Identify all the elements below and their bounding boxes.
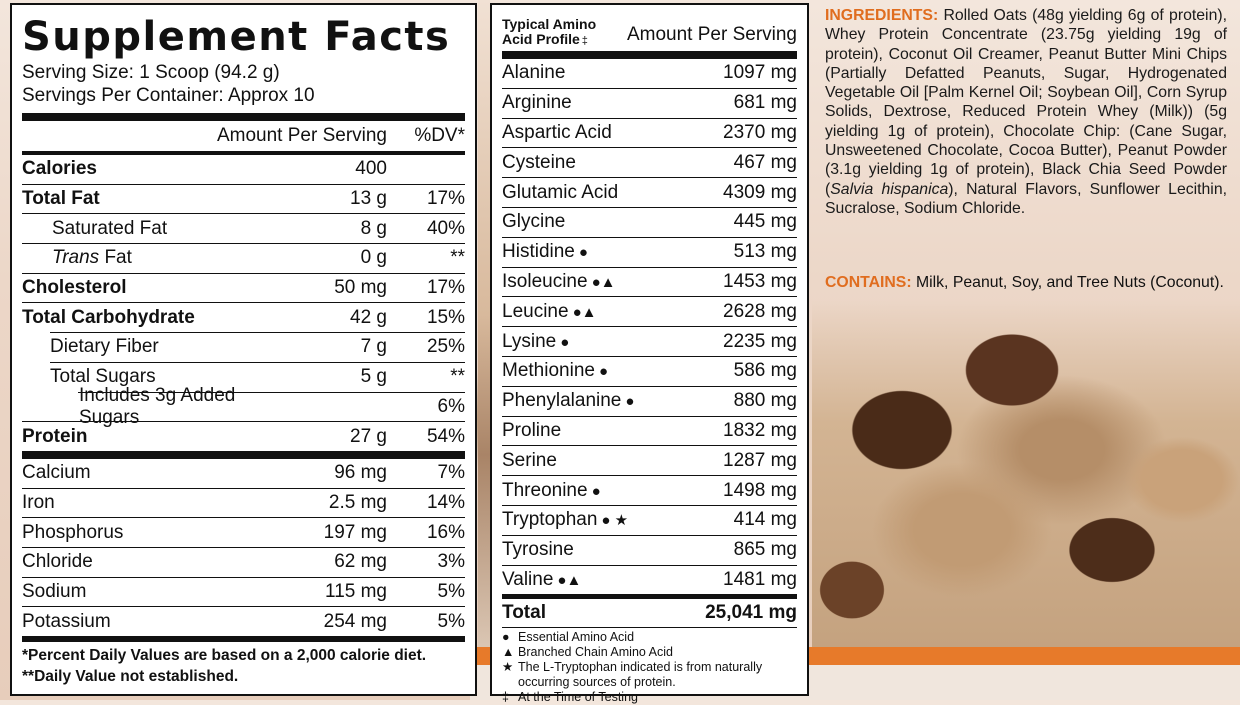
supplement-facts-panel: Supplement Facts Serving Size: 1 Scoop (… bbox=[10, 3, 477, 696]
table-row: Phosphorus 197 mg 16% bbox=[22, 521, 465, 543]
amino-row: Arginine 681 mg bbox=[502, 92, 797, 114]
contains-label: CONTAINS: bbox=[825, 274, 912, 291]
amino-row: Valine ●▲ 1481 mg bbox=[502, 568, 797, 590]
ingredients-label: INGREDIENTS: bbox=[825, 7, 939, 24]
legend-item: ▲ Branched Chain Amino Acid bbox=[502, 645, 673, 660]
amino-row: Alanine 1097 mg bbox=[502, 62, 797, 84]
servings-per-container: Servings Per Container: Approx 10 bbox=[22, 85, 315, 106]
amino-row: Cysteine 467 mg bbox=[502, 151, 797, 173]
food-photo bbox=[812, 300, 1240, 650]
table-row: Includes 3g Added Sugars 6% bbox=[79, 384, 465, 428]
amino-row: Glutamic Acid 4309 mg bbox=[502, 181, 797, 203]
table-row: Potassium 254 mg 5% bbox=[22, 610, 465, 632]
amino-row: Serine 1287 mg bbox=[502, 449, 797, 471]
amino-row: Phenylalanine ● 880 mg bbox=[502, 390, 797, 412]
amino-title: Typical Amino Acid Profile ‡ bbox=[502, 16, 597, 48]
photo-strip bbox=[478, 0, 490, 700]
legend-item: ‡ At the Time of Testing bbox=[502, 690, 638, 705]
amino-header: Typical Amino Acid Profile ‡ Amount Per S… bbox=[502, 5, 797, 49]
table-header: Amount Per Serving %DV* bbox=[22, 121, 465, 151]
table-row: Sodium 115 mg 5% bbox=[22, 580, 465, 602]
amino-row: Glycine 445 mg bbox=[502, 211, 797, 233]
table-row: Cholesterol 50 mg 17% bbox=[22, 277, 465, 299]
table-row: Dietary Fiber 7 g 25% bbox=[50, 336, 465, 358]
header-amount: Amount Per Serving bbox=[216, 125, 387, 146]
amino-marker: ● bbox=[591, 482, 601, 500]
table-row: Calcium 96 mg 7% bbox=[22, 462, 465, 484]
amino-row: Aspartic Acid 2370 mg bbox=[502, 121, 797, 143]
serving-size: Serving Size: 1 Scoop (94.2 g) bbox=[22, 62, 280, 83]
amino-marker: ●▲ bbox=[591, 273, 616, 291]
amino-row: Tyrosine 865 mg bbox=[502, 539, 797, 561]
panel-title: Supplement Facts bbox=[22, 14, 451, 60]
amino-rows: Alanine 1097 mg Arginine 681 mg Aspartic Aci… bbox=[502, 59, 797, 594]
ingredients-text: INGREDIENTS: Rolled Oats (48g yielding 6… bbox=[825, 7, 1227, 217]
amino-marker: ● bbox=[625, 393, 635, 411]
amino-marker: ● bbox=[578, 244, 588, 262]
footnote-dv: *Percent Daily Values are based on a 2,0… bbox=[22, 647, 427, 664]
amino-header-amount: Amount Per Serving bbox=[626, 24, 797, 45]
footnote-not-established: **Daily Value not established. bbox=[22, 668, 239, 685]
legend-item: ● Essential Amino Acid bbox=[502, 630, 635, 645]
amino-row: Proline 1832 mg bbox=[502, 419, 797, 441]
amino-legend: ● Essential Amino Acid ▲ Branched Chain Am… bbox=[502, 630, 797, 705]
amino-row: Methionine ● 586 mg bbox=[502, 360, 797, 382]
amino-row: Leucine ●▲ 2628 mg bbox=[502, 300, 797, 322]
table-row: Chloride 62 mg 3% bbox=[22, 551, 465, 573]
amino-row: Threonine ● 1498 mg bbox=[502, 479, 797, 501]
header-dv: %DV* bbox=[414, 125, 465, 146]
amino-total-row: Total 25,041 mg bbox=[502, 602, 797, 624]
legend-item: ★ The L-Tryptophan indicated is from natu… bbox=[502, 660, 763, 690]
amino-marker: ●▲ bbox=[557, 571, 582, 589]
amino-marker: ● bbox=[560, 333, 570, 351]
amino-row: Tryptophan ● ★ 414 mg bbox=[502, 509, 797, 531]
calories-row: Calories 400 bbox=[22, 158, 387, 180]
amino-row: Isoleucine ●▲ 1453 mg bbox=[502, 270, 797, 292]
table-row: Trans Fat 0 g ** bbox=[52, 247, 465, 269]
protein-row: Protein 27 g 54% bbox=[22, 425, 465, 447]
amino-marker: ●▲ bbox=[572, 303, 597, 321]
table-row: Total Carbohydrate 42 g 15% bbox=[22, 306, 465, 328]
amino-marker: ● bbox=[598, 363, 609, 381]
amino-acid-panel: Typical Amino Acid Profile ‡ Amount Per S… bbox=[490, 3, 809, 704]
amino-row: Histidine ● 513 mg bbox=[502, 241, 797, 263]
table-row: Iron 2.5 mg 14% bbox=[22, 491, 465, 513]
contains-text: CONTAINS: Milk, Peanut, Soy, and Tree Nu… bbox=[825, 274, 1224, 291]
amino-row: Lysine ● 2235 mg bbox=[502, 330, 797, 352]
table-row: Total Fat 13 g 17% bbox=[22, 188, 465, 210]
table-row: Saturated Fat 8 g 40% bbox=[52, 217, 465, 239]
table-row: Total Sugars 5 g ** bbox=[50, 366, 465, 388]
amino-marker: ● ★ bbox=[601, 512, 629, 530]
